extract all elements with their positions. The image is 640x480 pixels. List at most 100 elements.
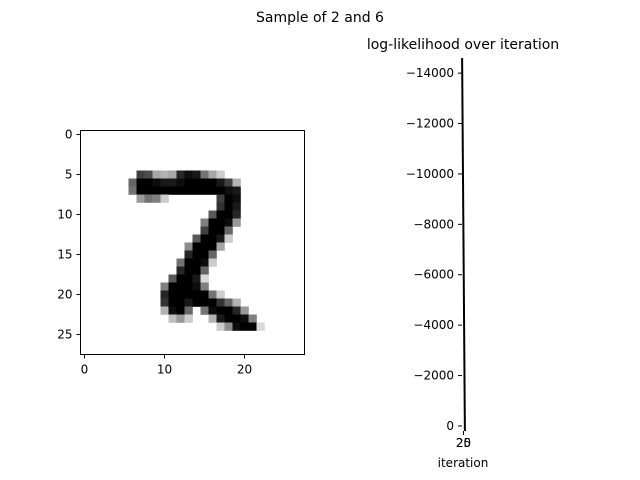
image-pixel [168, 314, 177, 323]
image-pixel [248, 322, 257, 331]
digit-image-frame [80, 130, 305, 355]
image-pixel [200, 170, 209, 179]
image-pixel [216, 290, 225, 299]
image-pixel [216, 242, 225, 251]
image-pixel [200, 290, 209, 299]
image-pixel [176, 258, 185, 267]
image-pixel [168, 178, 177, 187]
image-pixel [216, 178, 225, 187]
image-pixel [200, 218, 209, 227]
image-pixel [200, 306, 209, 315]
digit-image-pixels [128, 170, 265, 331]
image-pixel [216, 170, 225, 179]
image-pixel [192, 258, 201, 267]
image-pixel [200, 298, 209, 307]
digit-image-x-ticks: 0 10 20 [81, 354, 252, 377]
image-pixel [160, 178, 169, 187]
image-pixel [232, 210, 241, 219]
log-likelihood-title: log-likelihood over iteration [367, 37, 559, 53]
image-pixel [216, 226, 225, 235]
image-pixel [144, 178, 153, 187]
image-pixel [216, 210, 225, 219]
image-pixel [136, 194, 145, 203]
image-pixel [192, 178, 201, 187]
log-likelihood-y-tick-label: −12000 [406, 117, 454, 131]
image-pixel [168, 290, 177, 299]
image-pixel [192, 266, 201, 275]
image-pixel [160, 290, 169, 299]
log-likelihood-y-tick-label: −14000 [406, 66, 454, 80]
image-pixel [208, 258, 217, 267]
image-pixel [224, 202, 233, 211]
image-pixel [216, 314, 225, 323]
image-pixel [192, 274, 201, 283]
image-pixel [168, 298, 177, 307]
image-pixel [200, 258, 209, 267]
image-pixel [200, 250, 209, 259]
image-pixel [152, 170, 161, 179]
log-likelihood-series [461, 57, 466, 432]
image-pixel [176, 170, 185, 179]
image-pixel [224, 234, 233, 243]
image-pixel [208, 234, 217, 243]
image-pixel [224, 314, 233, 323]
image-y-tick-label: 0 [65, 128, 73, 142]
image-pixel [176, 186, 185, 195]
image-pixel [184, 282, 193, 291]
image-pixel [184, 298, 193, 307]
image-pixel [200, 178, 209, 187]
image-pixel [152, 178, 161, 187]
image-pixel [192, 290, 201, 299]
image-pixel [224, 322, 233, 331]
image-pixel [184, 242, 193, 251]
image-pixel [168, 282, 177, 291]
log-likelihood-panel: log-likelihood over iteration 0 −2000 −400… [367, 37, 559, 470]
log-likelihood-y-tick-label: −10000 [406, 167, 454, 181]
image-pixel [216, 202, 225, 211]
image-pixel [216, 234, 225, 243]
log-likelihood-y-ticks: 0 −2000 −4000 −6000 −8000 −10000 −12000 −14000 [406, 66, 462, 433]
image-pixel [192, 170, 201, 179]
image-pixel [160, 306, 169, 315]
image-pixel [232, 178, 241, 187]
image-pixel [232, 202, 241, 211]
image-pixel [208, 226, 217, 235]
image-pixel [208, 186, 217, 195]
image-pixel [176, 274, 185, 283]
image-pixel [256, 322, 265, 331]
image-pixel [208, 210, 217, 219]
log-likelihood-y-tick-label: −6000 [413, 268, 454, 282]
image-pixel [192, 250, 201, 259]
image-pixel [232, 186, 241, 195]
image-pixel [216, 298, 225, 307]
image-pixel [184, 170, 193, 179]
image-pixel [136, 186, 145, 195]
image-y-tick-label: 25 [57, 328, 72, 342]
image-pixel [152, 194, 161, 203]
image-pixel [224, 306, 233, 315]
image-pixel [224, 298, 233, 307]
image-pixel [184, 306, 193, 315]
image-pixel [200, 266, 209, 275]
image-pixel [128, 186, 137, 195]
log-likelihood-x-tick-label: 20 [456, 436, 471, 450]
image-pixel [144, 194, 153, 203]
image-pixel [208, 218, 217, 227]
image-pixel [184, 250, 193, 259]
image-pixel [216, 306, 225, 315]
image-pixel [144, 170, 153, 179]
image-pixel [136, 170, 145, 179]
image-pixel [176, 306, 185, 315]
image-pixel [216, 322, 225, 331]
image-pixel [216, 186, 225, 195]
log-likelihood-y-tick-label: −4000 [413, 318, 454, 332]
image-pixel [192, 234, 201, 243]
image-pixel [160, 298, 169, 307]
image-pixel [176, 266, 185, 275]
image-pixel [184, 258, 193, 267]
digit-image-panel: 0 10 20 0 5 10 15 20 25 [57, 128, 305, 377]
image-pixel [184, 290, 193, 299]
image-pixel [224, 218, 233, 227]
